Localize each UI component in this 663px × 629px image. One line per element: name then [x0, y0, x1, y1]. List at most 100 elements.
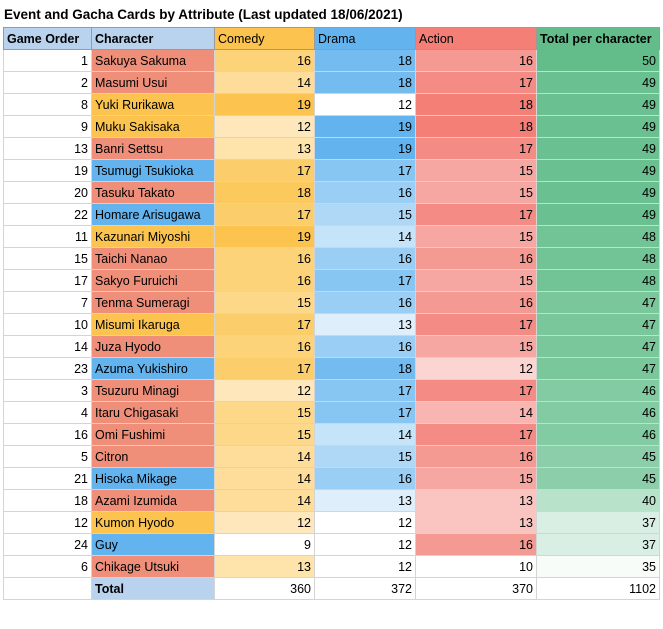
- cell-action[interactable]: 15: [415, 159, 537, 182]
- cell-character[interactable]: Tsumugi Tsukioka: [91, 159, 215, 182]
- cell-total[interactable]: 48: [536, 247, 660, 270]
- cell-drama[interactable]: 14: [314, 225, 416, 248]
- cell-character[interactable]: Sakyo Furuichi: [91, 269, 215, 292]
- cell-drama[interactable]: 18: [314, 357, 416, 380]
- cell-action[interactable]: 18: [415, 115, 537, 138]
- cell-comedy[interactable]: 12: [214, 511, 315, 534]
- total-drama[interactable]: 372: [314, 577, 416, 600]
- cell-total[interactable]: 47: [536, 357, 660, 380]
- cell-action[interactable]: 17: [415, 137, 537, 160]
- cell-game-order[interactable]: 12: [3, 511, 92, 534]
- cell-game-order[interactable]: 8: [3, 93, 92, 116]
- cell-action[interactable]: 13: [415, 511, 537, 534]
- cell-comedy[interactable]: 19: [214, 93, 315, 116]
- cell-drama[interactable]: 19: [314, 115, 416, 138]
- cell-comedy[interactable]: 12: [214, 115, 315, 138]
- cell-total[interactable]: 46: [536, 379, 660, 402]
- cell-game-order[interactable]: 13: [3, 137, 92, 160]
- cell-drama[interactable]: 16: [314, 335, 416, 358]
- cell-drama[interactable]: 17: [314, 379, 416, 402]
- cell-total[interactable]: 45: [536, 445, 660, 468]
- cell-character[interactable]: Masumi Usui: [91, 71, 215, 94]
- cell-character[interactable]: Taichi Nanao: [91, 247, 215, 270]
- cell-drama[interactable]: 16: [314, 291, 416, 314]
- cell-character[interactable]: Yuki Rurikawa: [91, 93, 215, 116]
- cell-comedy[interactable]: 14: [214, 489, 315, 512]
- cell-total[interactable]: 48: [536, 269, 660, 292]
- cell-action[interactable]: 15: [415, 467, 537, 490]
- cell-character[interactable]: Muku Sakisaka: [91, 115, 215, 138]
- cell-character[interactable]: Sakuya Sakuma: [91, 49, 215, 72]
- cell-game-order[interactable]: 3: [3, 379, 92, 402]
- cell-action[interactable]: 12: [415, 357, 537, 380]
- cell-total-blank[interactable]: [3, 577, 92, 600]
- cell-drama[interactable]: 17: [314, 269, 416, 292]
- cell-character[interactable]: Tasuku Takato: [91, 181, 215, 204]
- cell-total[interactable]: 50: [536, 49, 660, 72]
- cell-game-order[interactable]: 5: [3, 445, 92, 468]
- cell-total[interactable]: 47: [536, 313, 660, 336]
- cell-game-order[interactable]: 6: [3, 555, 92, 578]
- header-character[interactable]: Character: [91, 27, 215, 50]
- header-comedy[interactable]: Comedy: [214, 27, 315, 50]
- cell-comedy[interactable]: 12: [214, 379, 315, 402]
- cell-action[interactable]: 17: [415, 71, 537, 94]
- cell-drama[interactable]: 18: [314, 71, 416, 94]
- header-total[interactable]: Total per character: [536, 27, 660, 50]
- cell-character[interactable]: Omi Fushimi: [91, 423, 215, 446]
- cell-game-order[interactable]: 24: [3, 533, 92, 556]
- cell-action[interactable]: 16: [415, 291, 537, 314]
- cell-character[interactable]: Guy: [91, 533, 215, 556]
- total-action[interactable]: 370: [415, 577, 537, 600]
- cell-drama[interactable]: 19: [314, 137, 416, 160]
- cell-character[interactable]: Chikage Utsuki: [91, 555, 215, 578]
- cell-action[interactable]: 16: [415, 49, 537, 72]
- cell-comedy[interactable]: 15: [214, 401, 315, 424]
- header-drama[interactable]: Drama: [314, 27, 416, 50]
- cell-action[interactable]: 17: [415, 379, 537, 402]
- cell-drama[interactable]: 12: [314, 533, 416, 556]
- total-grand[interactable]: 1102: [536, 577, 660, 600]
- cell-total[interactable]: 49: [536, 137, 660, 160]
- cell-comedy[interactable]: 17: [214, 203, 315, 226]
- cell-action[interactable]: 14: [415, 401, 537, 424]
- cell-game-order[interactable]: 21: [3, 467, 92, 490]
- cell-character[interactable]: Banri Settsu: [91, 137, 215, 160]
- cell-drama[interactable]: 18: [314, 49, 416, 72]
- cell-game-order[interactable]: 2: [3, 71, 92, 94]
- cell-total[interactable]: 37: [536, 533, 660, 556]
- cell-character[interactable]: Azuma Yukishiro: [91, 357, 215, 380]
- cell-character[interactable]: Tenma Sumeragi: [91, 291, 215, 314]
- cell-action[interactable]: 15: [415, 335, 537, 358]
- cell-drama[interactable]: 16: [314, 247, 416, 270]
- cell-character[interactable]: Tsuzuru Minagi: [91, 379, 215, 402]
- cell-character[interactable]: Azami Izumida: [91, 489, 215, 512]
- cell-action[interactable]: 15: [415, 225, 537, 248]
- cell-comedy[interactable]: 15: [214, 291, 315, 314]
- cell-character[interactable]: Citron: [91, 445, 215, 468]
- cell-drama[interactable]: 16: [314, 181, 416, 204]
- cell-comedy[interactable]: 14: [214, 445, 315, 468]
- cell-game-order[interactable]: 4: [3, 401, 92, 424]
- cell-drama[interactable]: 14: [314, 423, 416, 446]
- cell-game-order[interactable]: 14: [3, 335, 92, 358]
- header-action[interactable]: Action: [415, 27, 537, 50]
- cell-total[interactable]: 47: [536, 335, 660, 358]
- cell-drama[interactable]: 17: [314, 159, 416, 182]
- cell-game-order[interactable]: 15: [3, 247, 92, 270]
- cell-action[interactable]: 15: [415, 181, 537, 204]
- cell-comedy[interactable]: 18: [214, 181, 315, 204]
- cell-comedy[interactable]: 16: [214, 335, 315, 358]
- cell-action[interactable]: 13: [415, 489, 537, 512]
- cell-action[interactable]: 17: [415, 203, 537, 226]
- cell-comedy[interactable]: 14: [214, 71, 315, 94]
- cell-total[interactable]: 46: [536, 401, 660, 424]
- cell-comedy[interactable]: 16: [214, 49, 315, 72]
- cell-game-order[interactable]: 11: [3, 225, 92, 248]
- cell-drama[interactable]: 16: [314, 467, 416, 490]
- cell-character[interactable]: Juza Hyodo: [91, 335, 215, 358]
- cell-comedy[interactable]: 17: [214, 313, 315, 336]
- cell-total[interactable]: 49: [536, 71, 660, 94]
- cell-character[interactable]: Itaru Chigasaki: [91, 401, 215, 424]
- cell-total[interactable]: 37: [536, 511, 660, 534]
